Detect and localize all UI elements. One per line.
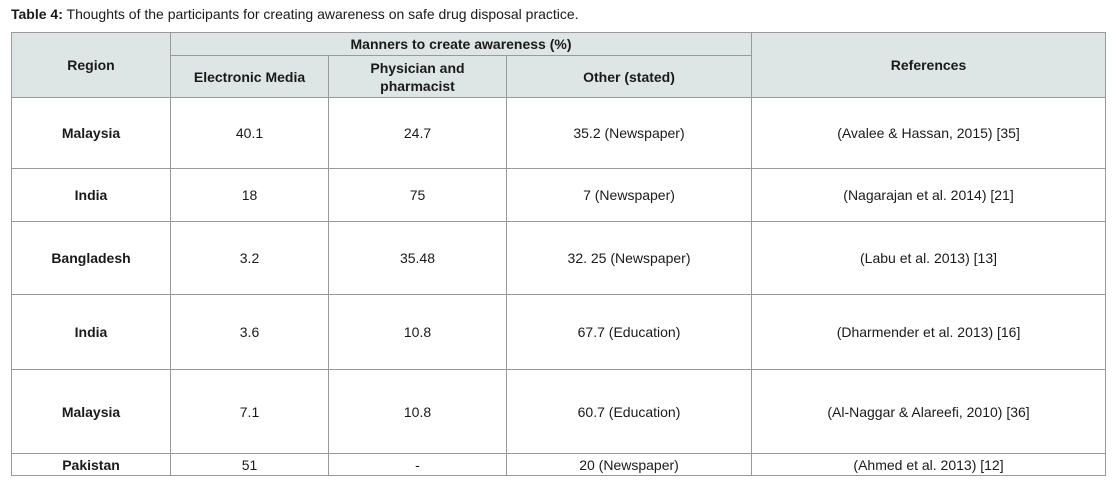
cell-region: Bangladesh (11, 221, 171, 295)
cell-electronic-media: 51 (170, 453, 329, 476)
cell-other: 60.7 (Education) (505, 369, 753, 454)
awareness-table: Region Manners to create awareness (%) R… (11, 32, 1107, 476)
cell-reference: (Dharmender et al. 2013) [16] (751, 294, 1107, 370)
table-caption: Table 4: Thoughts of the participants fo… (11, 5, 579, 23)
cell-reference: (Avalee & Hassan, 2015) [35] (751, 97, 1107, 169)
cell-region: Malaysia (11, 97, 171, 169)
cell-other: 32. 25 (Newspaper) (505, 221, 753, 295)
header-manners-group: Manners to create awareness (%) (169, 32, 753, 56)
cell-region: India (11, 294, 171, 370)
table-row: India 3.6 10.8 67.7 (Education) (Dharmen… (11, 294, 1107, 370)
header-physician-pharmacist: Physician and pharmacist (328, 55, 507, 98)
header-other: Other (stated) (505, 55, 753, 98)
cell-physician-pharmacist: - (328, 453, 507, 476)
header-region: Region (11, 32, 171, 98)
cell-electronic-media: 18 (170, 168, 329, 222)
cell-region: Pakistan (11, 453, 171, 476)
cell-electronic-media: 7.1 (170, 369, 329, 454)
cell-region: India (11, 168, 171, 222)
header-references: References (751, 32, 1107, 98)
cell-other: 7 (Newspaper) (505, 168, 753, 222)
cell-physician-pharmacist: 10.8 (328, 369, 507, 454)
cell-electronic-media: 3.6 (170, 294, 329, 370)
cell-electronic-media: 40.1 (170, 97, 329, 169)
cell-reference: (Nagarajan et al. 2014) [21] (751, 168, 1107, 222)
caption-label: Table 4: (11, 6, 63, 22)
header-electronic-media: Electronic Media (170, 55, 329, 98)
cell-physician-pharmacist: 75 (328, 168, 507, 222)
caption-text: Thoughts of the participants for creatin… (66, 6, 579, 22)
cell-other: 67.7 (Education) (505, 294, 753, 370)
table-row: Bangladesh 3.2 35.48 32. 25 (Newspaper) … (11, 221, 1107, 295)
cell-other: 20 (Newspaper) (505, 453, 753, 476)
cell-other: 35.2 (Newspaper) (505, 97, 753, 169)
cell-physician-pharmacist: 35.48 (328, 221, 507, 295)
cell-region: Malaysia (11, 369, 171, 454)
cell-reference: (Al-Naggar & Alareefi, 2010) [36] (751, 369, 1107, 454)
cell-electronic-media: 3.2 (170, 221, 329, 295)
table-row: Pakistan 51 - 20 (Newspaper) (Ahmed et a… (11, 453, 1107, 476)
cell-physician-pharmacist: 24.7 (328, 97, 507, 169)
table-row: India 18 75 7 (Newspaper) (Nagarajan et … (11, 168, 1107, 222)
cell-reference: (Ahmed et al. 2013) [12] (751, 453, 1107, 476)
cell-physician-pharmacist: 10.8 (328, 294, 507, 370)
table-row: Malaysia 40.1 24.7 35.2 (Newspaper) (Ava… (11, 97, 1107, 169)
cell-reference: (Labu et al. 2013) [13] (751, 221, 1107, 295)
table-row: Malaysia 7.1 10.8 60.7 (Education) (Al-N… (11, 369, 1107, 454)
